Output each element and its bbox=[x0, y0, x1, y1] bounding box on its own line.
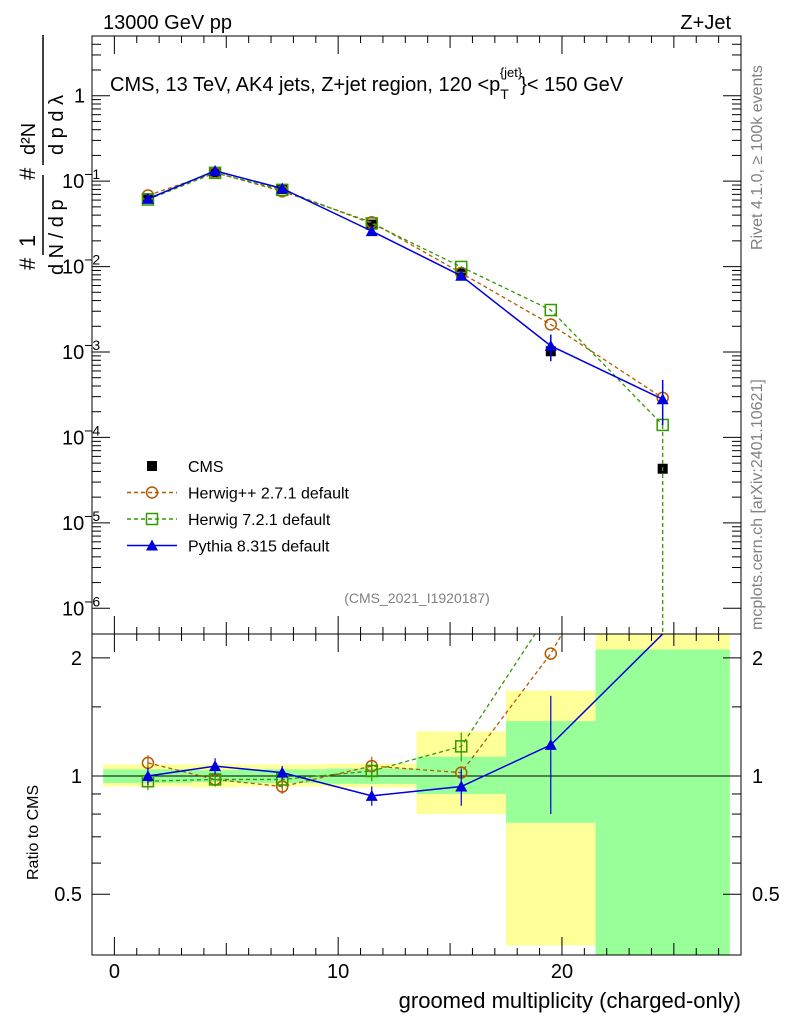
main-point-pythia-3 bbox=[365, 225, 378, 237]
main-marks bbox=[141, 164, 669, 634]
band-inner-6 bbox=[595, 649, 730, 955]
ratio-ytick-label-2: 2 bbox=[71, 648, 82, 670]
region-title: CMS, 13 TeV, AK4 jets, Z+jet region, 120… bbox=[110, 65, 624, 102]
ratio-point-pythia-5 bbox=[544, 738, 557, 750]
main-ylabel: # 1 d N / d p # d²N d p d λ bbox=[15, 35, 68, 275]
main-ylabel-dpdl: d p d λ bbox=[46, 95, 68, 155]
main-ylabel-one: 1 bbox=[15, 235, 40, 247]
legend-label-herwig7: Herwig 7.2.1 default bbox=[188, 512, 331, 529]
ratio-point-herwig7-3 bbox=[365, 764, 378, 778]
legend-label-cms: CMS bbox=[188, 459, 224, 476]
main-ytick-label-5: 10−1 bbox=[62, 166, 100, 193]
main-ylabel-hash: # bbox=[15, 167, 40, 180]
main-point-pythia-4 bbox=[455, 269, 468, 281]
region-title-sup: {jet} bbox=[500, 65, 523, 80]
ratio-ytick-label-r-2: 2 bbox=[752, 648, 763, 670]
analysis-tag: (CMS_2021_I1920187) bbox=[344, 590, 490, 606]
ratio-point-herwig7-4 bbox=[455, 740, 468, 753]
ratio-marks bbox=[92, 633, 741, 815]
ratio-point-pythia-0 bbox=[141, 770, 154, 782]
main-point-herwigpp-5 bbox=[544, 318, 558, 331]
legend-label-herwigpp: Herwig++ 2.7.1 default bbox=[188, 486, 350, 503]
legend: CMS Herwig++ 2.7.1 default Herwig 7.2.1 de… bbox=[127, 459, 350, 556]
legend-marker-herwigpp bbox=[145, 486, 159, 499]
xtick-label-2: 20 bbox=[551, 961, 573, 983]
collision-label: 13000 GeV pp bbox=[103, 12, 232, 34]
main-point-cms-3 bbox=[366, 219, 377, 230]
ratio-point-pythia-1 bbox=[209, 760, 222, 772]
ratio-point-pythia-4 bbox=[455, 780, 468, 792]
region-title-sub: T bbox=[500, 86, 509, 102]
rivet-label: Rivet 4.1.0, ≥ 100k events bbox=[749, 65, 766, 250]
legend-marker-pythia bbox=[146, 539, 158, 551]
x-axis-label: groomed multiplicity (charged-only) bbox=[399, 988, 741, 1013]
ratio-point-herwigpp-5 bbox=[544, 647, 558, 660]
ratio-point-pythia-2 bbox=[276, 766, 289, 778]
main-ytick-label-6: 1 bbox=[74, 86, 85, 108]
ratio-point-pythia-3 bbox=[365, 789, 378, 801]
main-point-pythia-0 bbox=[141, 192, 154, 204]
ratio-line-herwig7 bbox=[147, 633, 536, 782]
main-point-pythia-2 bbox=[276, 182, 289, 194]
main-point-herwig7-5 bbox=[544, 303, 558, 317]
main-ylabel-dn: d²N bbox=[18, 123, 40, 155]
ratio-frame bbox=[91, 633, 742, 956]
ratio-ytick-label-r-0: 0.5 bbox=[752, 884, 780, 906]
legend-label-pythia: Pythia 8.315 default bbox=[188, 539, 330, 556]
ratio-ytick-label-r-1: 1 bbox=[752, 766, 763, 788]
region-title-tail: }< 150 GeV bbox=[520, 74, 624, 96]
xtick-label-1: 10 bbox=[327, 961, 349, 983]
ratio-ytick-label-1: 1 bbox=[71, 766, 82, 788]
main-point-pythia-1 bbox=[209, 164, 222, 176]
legend-marker-herwig7 bbox=[145, 512, 159, 526]
xtick-label-0: 0 bbox=[109, 961, 120, 983]
ratio-ytick-label-0: 0.5 bbox=[54, 884, 82, 906]
process-label: Z+Jet bbox=[680, 12, 731, 34]
ratio-ylabel: Ratio to CMS bbox=[25, 785, 42, 880]
legend-marker-cms bbox=[147, 461, 157, 471]
main-ylabel-numerator: # bbox=[15, 257, 40, 270]
main-panel bbox=[92, 36, 741, 634]
main-ylabel-denominator: d N / d p bbox=[46, 199, 68, 275]
region-title-main: CMS, 13 TeV, AK4 jets, Z+jet region, 120… bbox=[110, 74, 500, 96]
main-ytick-label-2: 10−4 bbox=[62, 422, 100, 449]
mcplots-label: mcplots.cern.ch [arXiv:2401.10621] bbox=[749, 379, 766, 630]
ratio-bands bbox=[103, 634, 730, 955]
